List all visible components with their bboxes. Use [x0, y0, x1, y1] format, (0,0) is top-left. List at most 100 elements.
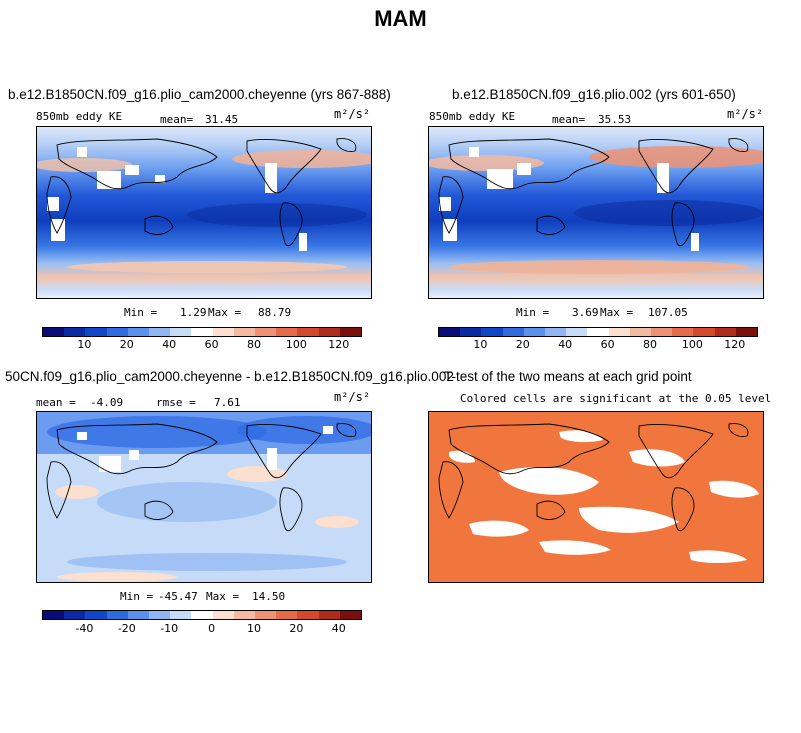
colorbar-tick-label: -20: [117, 622, 136, 635]
ttest-subtitle: Colored cells are significant at the 0.0…: [460, 392, 772, 405]
ttest-panel-title: T-test of the two means at each grid poi…: [444, 369, 692, 384]
colorbar-cell: [191, 611, 213, 619]
colorbar-tick-label: 20: [119, 338, 134, 351]
left-panel-title: b.e12.B1850CN.f09_g16.plio_cam2000.cheye…: [8, 87, 391, 102]
colorbar-cell: [149, 328, 171, 336]
colorbar-cell: [608, 328, 630, 336]
colorbar-cell: [318, 328, 340, 336]
colorbar-tick-label: 0: [208, 622, 216, 635]
colorbar-tick-label: 40: [331, 622, 346, 635]
colorbar-cell: [43, 611, 65, 619]
right-min-value: 3.69: [572, 306, 599, 319]
colorbar-tick-label: 40: [162, 338, 177, 351]
colorbar-cell: [64, 611, 86, 619]
colorbar-cell: [735, 328, 758, 336]
diff-mean-value: -4.09: [90, 396, 124, 409]
diff-max-value: 14.50: [252, 590, 286, 603]
left-colorbar: [42, 327, 362, 337]
left-ke-map-graphic: [37, 127, 371, 298]
colorbar-cell: [714, 328, 736, 336]
left-min-label: Min =: [124, 306, 158, 319]
diff-max-label: Max =: [206, 590, 240, 603]
right-max-value: 107.05: [648, 306, 688, 319]
colorbar-cell: [233, 611, 256, 619]
diff-min-label: Min =: [120, 590, 154, 603]
left-min-value: 1.29: [180, 306, 207, 319]
colorbar-tick-label: 10: [77, 338, 92, 351]
colorbar-tick-label: 100: [681, 338, 703, 351]
left-max-label: Max =: [208, 306, 242, 319]
right-ke-map-graphic: [429, 127, 763, 298]
colorbar-tick-label: 10: [473, 338, 488, 351]
colorbar-tick-label: 80: [247, 338, 261, 351]
diff-map-graphic: [37, 412, 371, 582]
left-ke-map: [36, 126, 372, 299]
colorbar-tick-label: 80: [643, 338, 657, 351]
colorbar-cell: [566, 328, 588, 336]
colorbar-tick-label: 120: [724, 338, 746, 351]
colorbar-cell: [212, 611, 234, 619]
left-mean-value: 31.45: [205, 113, 239, 126]
colorbar-cell: [502, 328, 524, 336]
colorbar-cell: [460, 328, 482, 336]
colorbar-cell: [170, 611, 192, 619]
colorbar-tick-label: -10: [160, 622, 179, 635]
diff-units: m²/s²: [334, 390, 371, 404]
colorbar-cell: [318, 611, 340, 619]
colorbar-tick-label: 20: [515, 338, 530, 351]
right-ke-map: [428, 126, 764, 299]
colorbar-cell: [693, 328, 715, 336]
left-variable-label: 850mb eddy KE: [36, 110, 123, 123]
colorbar-cell: [339, 328, 362, 336]
colorbar-tick-label: 10: [247, 622, 261, 635]
diff-rmse-label: rmse =: [156, 396, 196, 409]
colorbar-tick-label: -40: [75, 622, 94, 635]
colorbar-cell: [276, 328, 298, 336]
colorbar-cell: [85, 611, 107, 619]
colorbar-cell: [106, 611, 128, 619]
right-panel-title: b.e12.B1850CN.f09_g16.plio.002 (yrs 601-…: [452, 87, 736, 102]
colorbar-cell: [127, 611, 150, 619]
colorbar-cell: [587, 328, 609, 336]
figure-title: MAM: [374, 6, 427, 31]
colorbar-cell: [127, 328, 150, 336]
right-colorbar: [438, 327, 758, 337]
diff-mean-label: mean =: [36, 396, 76, 409]
colorbar-cell: [170, 328, 192, 336]
right-units: m²/s²: [727, 107, 764, 121]
diff-map: [36, 411, 372, 583]
colorbar-tick-label: 60: [600, 338, 615, 351]
colorbar-cell: [276, 611, 298, 619]
colorbar-tick-label: 40: [558, 338, 573, 351]
diff-min-value: -45.47: [158, 590, 198, 603]
left-units: m²/s²: [334, 107, 371, 121]
left-max-value: 88.79: [258, 306, 292, 319]
right-variable-label: 850mb eddy KE: [429, 110, 516, 123]
colorbar-cell: [85, 328, 107, 336]
ttest-map: [428, 411, 764, 583]
colorbar-tick-label: 60: [204, 338, 219, 351]
colorbar-cell: [64, 328, 86, 336]
colorbar-tick-label: 20: [289, 622, 304, 635]
colorbar-cell: [106, 328, 128, 336]
colorbar-cell: [481, 328, 503, 336]
colorbar-cell: [255, 328, 277, 336]
right-min-label: Min =: [516, 306, 550, 319]
left-mean-label: mean=: [160, 113, 194, 126]
colorbar-cell: [523, 328, 546, 336]
colorbar-cell: [255, 611, 277, 619]
colorbar-cell: [672, 328, 694, 336]
colorbar-cell: [339, 611, 362, 619]
right-max-label: Max =: [600, 306, 634, 319]
colorbar-cell: [212, 328, 234, 336]
colorbar-cell: [439, 328, 461, 336]
right-mean-value: 35.53: [598, 113, 632, 126]
diff-rmse-value: 7.61: [214, 396, 241, 409]
diff-panel-title: 50CN.f09_g16.plio_cam2000.cheyenne - b.e…: [5, 369, 454, 384]
colorbar-cell: [545, 328, 567, 336]
colorbar-cell: [43, 328, 65, 336]
colorbar-cell: [191, 328, 213, 336]
colorbar-cell: [629, 328, 652, 336]
colorbar-tick-label: 100: [285, 338, 307, 351]
colorbar-tick-label: 120: [328, 338, 350, 351]
